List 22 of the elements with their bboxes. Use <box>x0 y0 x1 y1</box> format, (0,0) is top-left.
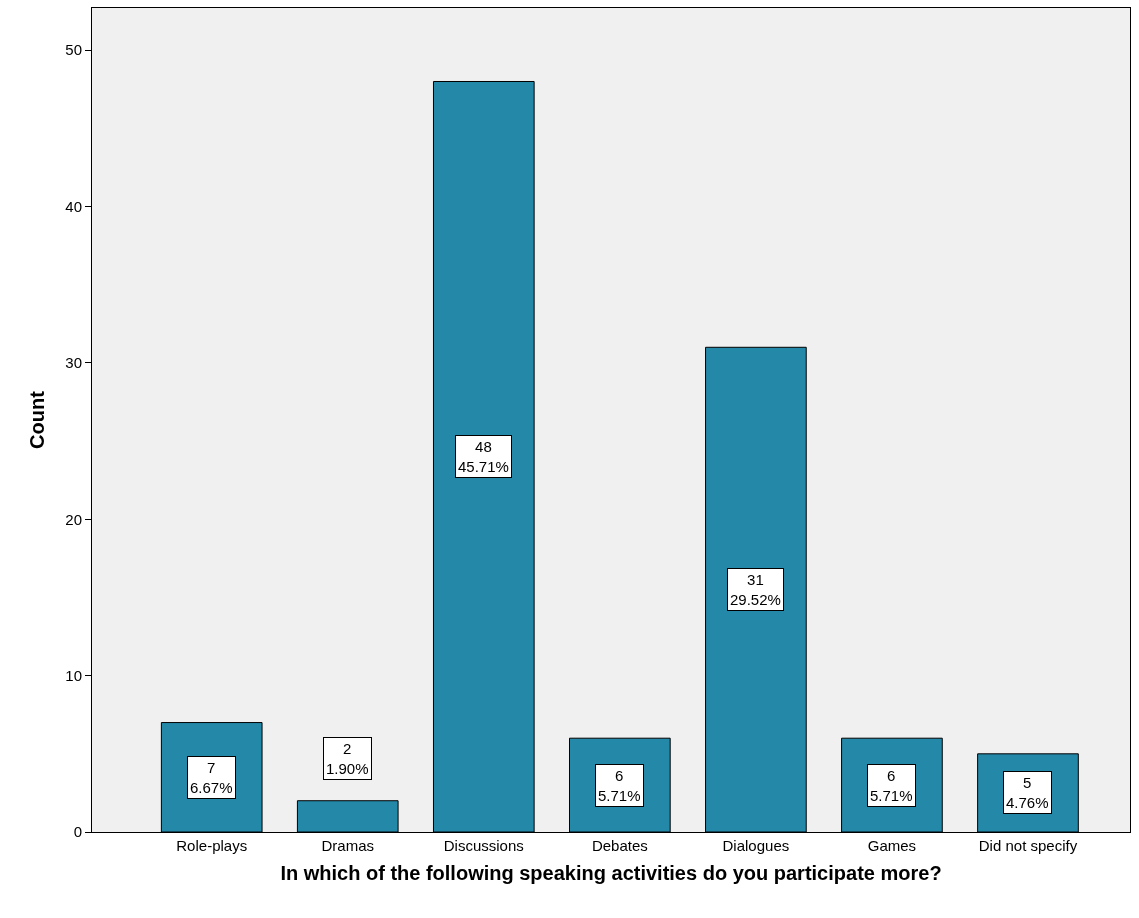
data-label: 5 4.76% <box>1006 774 1049 811</box>
data-label: 48 45.71% <box>458 438 509 475</box>
y-tick-label: 0 <box>73 823 82 841</box>
x-tick-label: Discussions <box>443 837 524 854</box>
data-label: 2 1.90% <box>326 740 369 777</box>
x-tick-label: Dialogues <box>722 837 790 854</box>
x-tick-label: Did not specify <box>978 837 1078 854</box>
y-tick-label: 40 <box>65 197 82 215</box>
data-label: 7 6.67% <box>190 759 233 796</box>
y-tick-label: 50 <box>65 41 82 59</box>
y-tick-label: 30 <box>65 354 82 372</box>
x-tick-label: Games <box>867 837 917 854</box>
x-tick-label: Dramas <box>321 837 375 854</box>
data-label: 6 5.71% <box>870 767 913 804</box>
x-tick-label: Debates <box>591 837 648 854</box>
y-axis-title: Count <box>25 390 48 449</box>
y-tick-label: 20 <box>65 510 82 528</box>
data-label: 6 5.71% <box>598 767 641 804</box>
y-tick-label: 10 <box>65 666 82 684</box>
x-tick-label: Role-plays <box>176 837 248 854</box>
x-axis-title: In which of the following speaking activities do you participate more? <box>280 861 942 884</box>
data-label: 31 29.52% <box>730 571 781 608</box>
